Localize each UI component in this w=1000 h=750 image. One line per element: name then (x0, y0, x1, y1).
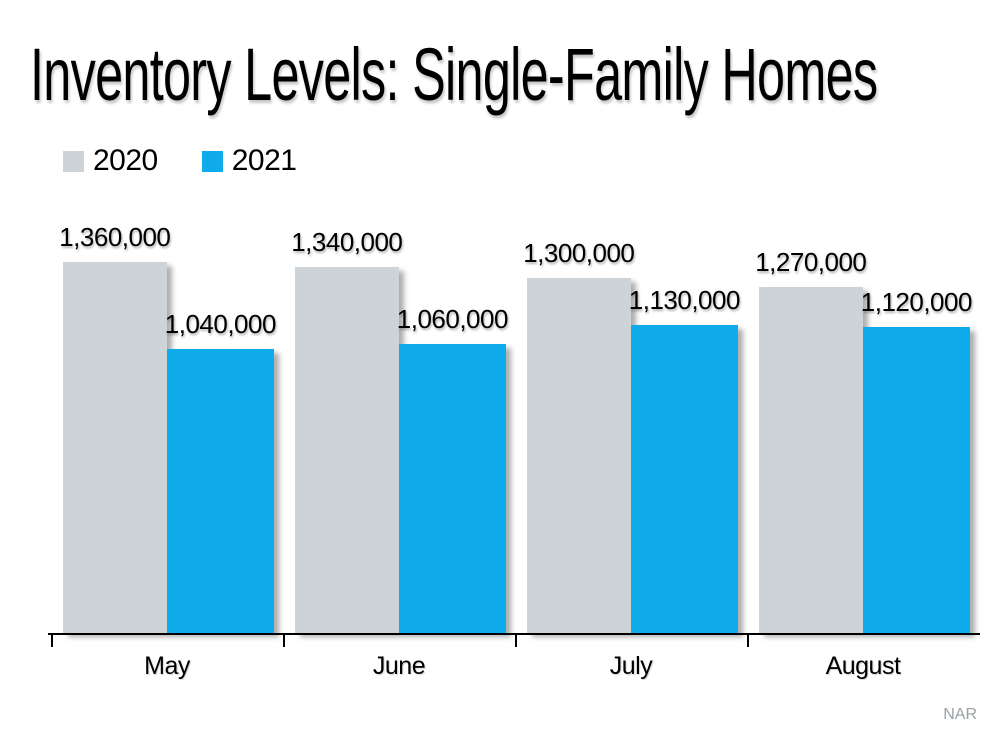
value-label-2020-july: 1,300,000 (523, 238, 635, 268)
bar-group-july: 1,300,000 1,130,000 July (515, 220, 747, 680)
x-axis-label-july: July (609, 652, 653, 680)
bar-2020-may (62, 262, 167, 633)
legend-label-2020: 2020 (93, 144, 158, 177)
legend-item-2021: 2021 (201, 144, 297, 177)
x-axis-tick (283, 635, 285, 647)
value-label-2021-june: 1,060,000 (396, 304, 509, 334)
value-label-2020-august: 1,270,000 (755, 247, 867, 277)
x-axis-line (48, 633, 980, 635)
x-axis-tick (747, 635, 749, 647)
value-label-2021-may: 1,040,000 (164, 309, 277, 339)
bar-2021-june (399, 344, 506, 633)
bar-group-may: 1,360,000 1,040,000 May (51, 220, 283, 680)
bar-2020-august (758, 287, 863, 633)
bar-2020-july (526, 278, 631, 633)
bar-group-june: 1,340,000 1,060,000 June (283, 220, 515, 680)
legend-label-2021: 2021 (231, 144, 297, 177)
bar-2021-may (167, 349, 274, 633)
plot-area: 1,360,000 1,040,000 May 1,340,000 1,060,000 J… (48, 220, 980, 680)
value-label-2020-june: 1,340,000 (291, 227, 403, 257)
value-label-2021-july: 1,130,000 (628, 285, 741, 315)
bar-2021-july (631, 325, 738, 633)
x-axis-label-may: May (144, 652, 190, 680)
x-axis-tick (515, 635, 517, 647)
value-label-2020-may: 1,360,000 (59, 222, 171, 252)
legend: 2020 2021 (63, 146, 297, 176)
bar-group-august: 1,270,000 1,120,000 August (747, 220, 979, 680)
x-axis-tick (51, 635, 53, 647)
x-axis-label-august: August (825, 652, 901, 680)
chart-title: Inventory Levels: Single-Family Homes (30, 33, 878, 116)
legend-swatch-2021 (201, 150, 223, 172)
x-axis-label-june: June (372, 652, 426, 680)
bar-2021-august (863, 327, 970, 633)
value-label-2021-august: 1,120,000 (860, 287, 973, 317)
bar-2020-june (294, 267, 399, 633)
legend-swatch-2020 (63, 150, 84, 172)
legend-item-2020: 2020 (63, 146, 158, 176)
source-attribution: NAR (943, 706, 977, 723)
